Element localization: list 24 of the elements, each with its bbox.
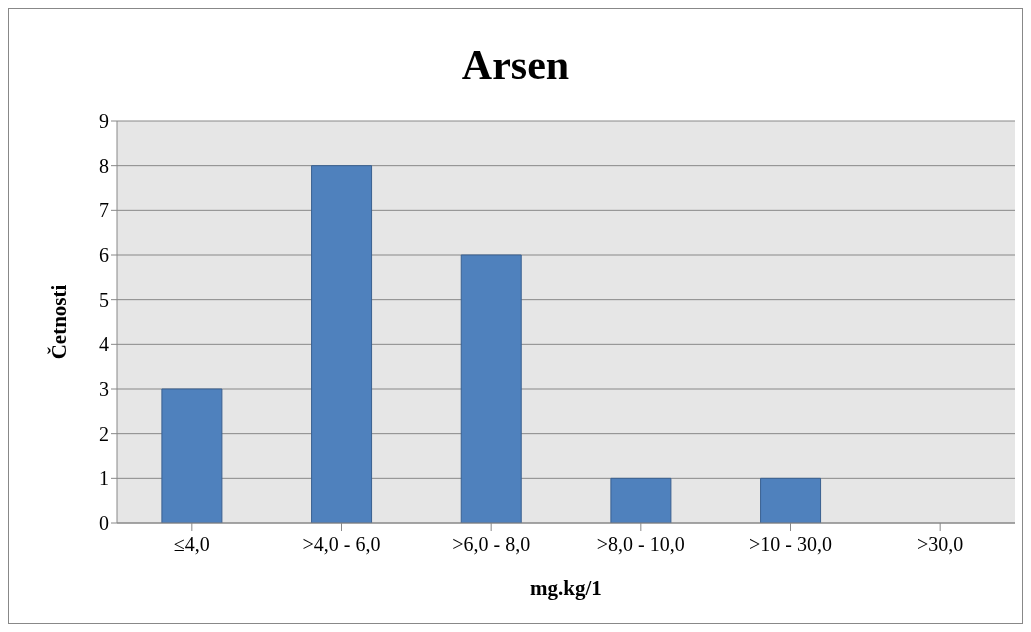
y-tick-label: 4 <box>99 333 109 356</box>
y-tick-label: 3 <box>99 378 109 401</box>
x-tick-label: >6,0 - 8,0 <box>452 533 531 556</box>
y-tick-label: 1 <box>99 467 109 490</box>
x-tick-label: >4,0 - 6,0 <box>302 533 381 556</box>
bar <box>161 388 223 523</box>
x-tick-label: >10 - 30,0 <box>749 533 832 556</box>
y-tick-label: 9 <box>99 110 109 133</box>
bar <box>760 477 822 523</box>
y-tick-label: 6 <box>99 244 109 267</box>
y-tick-label: 7 <box>99 199 109 222</box>
bar <box>311 165 373 523</box>
x-tick-label: >30,0 <box>917 533 964 556</box>
y-axis-title: Četnosti <box>47 284 72 360</box>
bar <box>610 477 672 523</box>
y-tick-label: 8 <box>99 154 109 177</box>
x-axis-title: mg.kg/1 <box>530 576 602 600</box>
y-tick-label: 5 <box>99 288 109 311</box>
x-tick-label: ≤4,0 <box>173 533 210 556</box>
bar <box>460 254 522 523</box>
chart-title: Arsen <box>461 42 570 88</box>
y-tick-label: 0 <box>99 512 109 535</box>
y-tick-label: 2 <box>99 422 109 445</box>
x-tick-label: >8,0 - 10,0 <box>596 533 685 556</box>
